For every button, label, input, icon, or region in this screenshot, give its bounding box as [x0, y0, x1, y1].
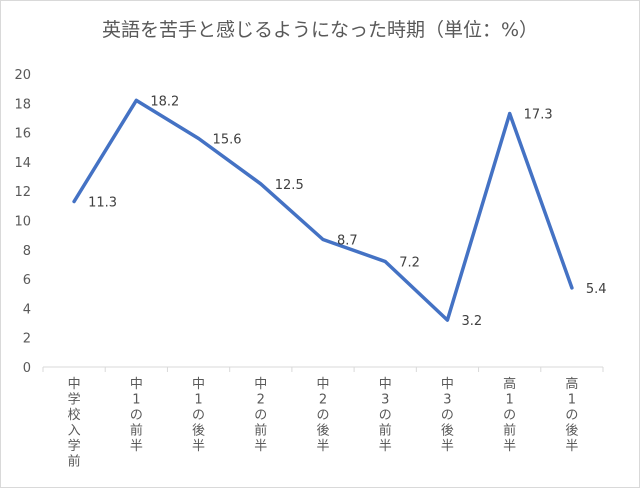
y-tick-label: 0 — [23, 361, 31, 376]
data-point — [72, 199, 76, 203]
label-layer: 11.3 18.2 15.6 12.5 8.7 7.2 3.2 17.3 5.4 — [88, 94, 606, 329]
x-tick-label: 中学校入学前 — [68, 377, 81, 470]
data-point — [445, 318, 449, 322]
data-point — [134, 98, 138, 102]
x-tick-label: 中 1 の前半 — [130, 377, 143, 454]
y-tick-label: 18 — [14, 97, 31, 112]
y-tick-label: 2 — [23, 332, 31, 347]
series-layer — [72, 98, 574, 322]
data-label: 11.3 — [88, 195, 117, 210]
data-label: 5.4 — [586, 282, 607, 297]
chart-title: 英語を苦手と感じるようになった時期（単位：%） — [101, 19, 539, 41]
data-point — [508, 112, 512, 116]
data-label: 8.7 — [337, 234, 358, 249]
x-tick-label: 高 1 の後半 — [565, 376, 578, 454]
y-tick-label: 16 — [14, 127, 31, 142]
y-tick-label: 4 — [23, 302, 31, 317]
y-tick-label: 8 — [23, 244, 31, 259]
data-label: 15.6 — [213, 132, 242, 147]
x-tick-label: 中 2 の前半 — [254, 377, 267, 454]
data-label: 3.2 — [461, 314, 482, 329]
x-tick-label: 中 3 の後半 — [441, 377, 454, 454]
x-tick-label: 高 1 の前半 — [503, 376, 516, 454]
data-point — [383, 260, 387, 264]
y-tick-label: 12 — [14, 185, 31, 200]
data-point — [197, 136, 201, 140]
y-tick-label: 6 — [23, 273, 31, 288]
y-tick-label: 20 — [14, 68, 31, 83]
data-label: 12.5 — [275, 178, 304, 193]
x-tick-label: 中 3 の前半 — [379, 377, 392, 454]
y-tick-label: 10 — [14, 215, 31, 230]
data-point — [259, 182, 263, 186]
axis-layer: 0 2 4 6 8 10 12 14 16 18 20 中学校入学前 中 1 の前半 中 1 の後半 中 2 の前半 中 2… — [14, 68, 604, 470]
x-tick-label: 中 2 の後半 — [316, 377, 329, 454]
series-line — [72, 98, 574, 322]
data-label: 17.3 — [524, 108, 553, 123]
x-tick-label: 中 1 の後半 — [192, 377, 205, 454]
data-point — [570, 286, 574, 290]
data-label: 18.2 — [150, 94, 179, 109]
data-label: 7.2 — [399, 256, 420, 271]
data-point — [321, 238, 325, 242]
y-tick-label: 14 — [14, 156, 31, 171]
